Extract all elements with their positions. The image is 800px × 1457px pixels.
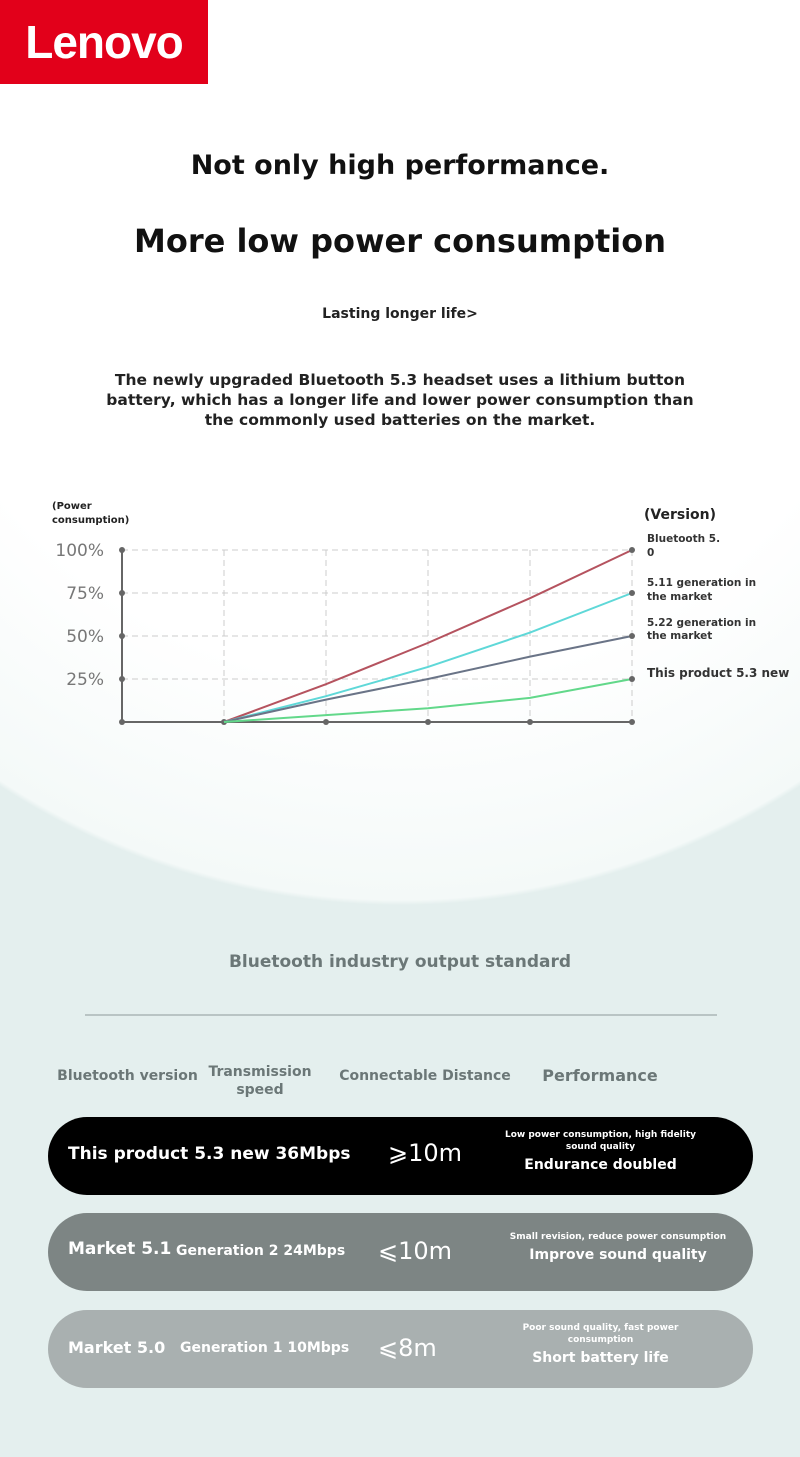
series-line	[223, 549, 633, 723]
note: Poor sound quality, fast power consumpti…	[522, 1323, 679, 1345]
series-end-point	[629, 676, 635, 682]
x-tick	[527, 719, 533, 725]
performance: Improve sound quality	[529, 1247, 707, 1263]
speed: Generation 1 10Mbps	[180, 1340, 350, 1356]
x-tick	[425, 719, 431, 725]
legend-label: This product 5.3 new	[647, 666, 789, 680]
header-distance: Connectable Distance	[339, 1068, 511, 1084]
legend-label: Bluetooth 5.	[647, 533, 720, 545]
header-speed: Transmission speed	[208, 1064, 312, 1098]
headline: Not only high performance.	[190, 150, 610, 181]
distance: ⩾10m	[388, 1139, 463, 1167]
series-end-point	[629, 547, 635, 553]
y-tick-label: 100%	[55, 541, 104, 561]
table-row: Market 5.0 Generation 1 10Mbps ⩽8m Poor …	[48, 1310, 753, 1388]
table-row: This product 5.3 new 36Mbps ⩾10m Low pow…	[48, 1117, 753, 1195]
headline-secondary: More low power consumption	[133, 222, 667, 260]
description: The newly upgraded Bluetooth 5.3 headset…	[106, 371, 694, 429]
header-version: Bluetooth version	[57, 1068, 198, 1084]
version: Market 5.0	[68, 1338, 166, 1357]
legend-label: 5.22 generation in	[647, 617, 756, 629]
note: Small revision, reduce power consumption	[509, 1232, 727, 1242]
y-axis-label: (Power	[52, 501, 92, 512]
subheadline: Lasting longer life>	[322, 306, 478, 322]
y-tick-label: 25%	[66, 670, 104, 690]
note: Low power consumption, high fidelity sou…	[504, 1130, 697, 1152]
header-performance: Performance	[542, 1066, 658, 1085]
performance: Short battery life	[532, 1350, 669, 1366]
table-row: Market 5.1 Generation 2 24Mbps ⩽10m Smal…	[48, 1213, 753, 1291]
section-title: Bluetooth industry output standard	[228, 952, 572, 972]
version: Market 5.1	[68, 1239, 172, 1259]
lenovo-logo: Lenovo	[0, 0, 208, 84]
x-tick	[119, 719, 125, 725]
legend-label: the market	[647, 591, 712, 603]
series-end-point	[629, 633, 635, 639]
speed: Generation 2 24Mbps	[176, 1243, 346, 1259]
legend-label: the market	[647, 630, 712, 642]
series-line	[223, 592, 633, 723]
legend-title: (Version)	[644, 507, 716, 523]
distance: ⩽8m	[378, 1334, 437, 1362]
legend-label: 5.11 generation in	[647, 577, 756, 589]
y-tick-label: 50%	[66, 627, 104, 647]
divider	[85, 1014, 717, 1016]
x-tick	[629, 719, 635, 725]
y-tick-label: 75%	[66, 584, 104, 604]
legend-label: 0	[647, 547, 654, 559]
version: This product 5.3 new 36Mbps	[68, 1144, 351, 1164]
y-axis-label: consumption)	[52, 515, 129, 526]
power-chart: (Power consumption) (Version) 100% 75% 50% 25%…	[52, 501, 789, 725]
performance: Endurance doubled	[524, 1157, 677, 1173]
series-line	[223, 678, 633, 723]
x-tick	[323, 719, 329, 725]
distance: ⩽10m	[378, 1237, 453, 1265]
series-end-point	[629, 590, 635, 596]
series-line	[223, 635, 633, 723]
